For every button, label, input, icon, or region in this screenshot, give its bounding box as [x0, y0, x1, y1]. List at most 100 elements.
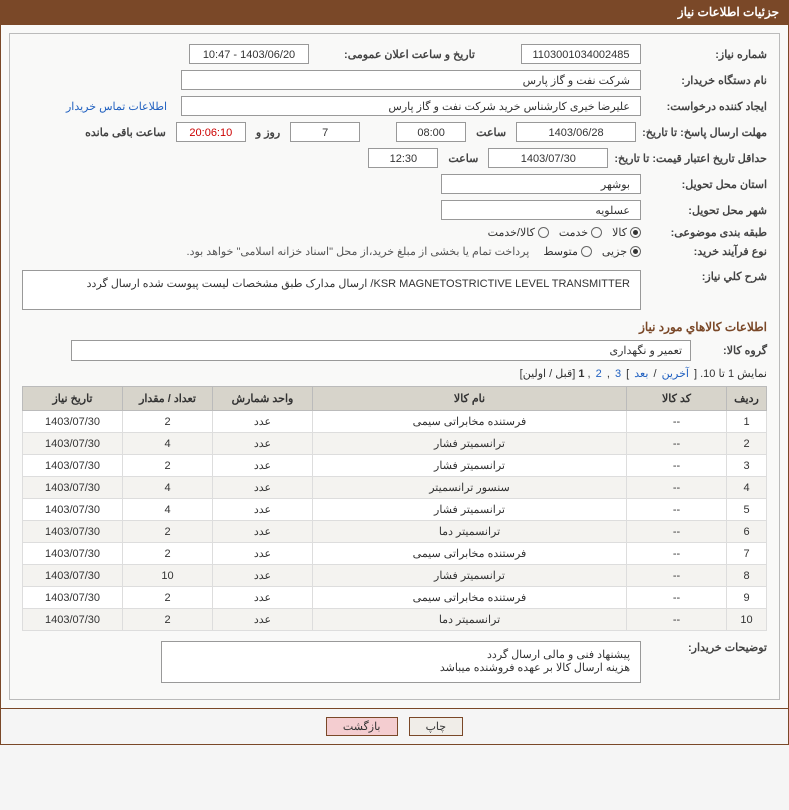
- table-row: 2--ترانسمیتر فشارعدد41403/07/30: [23, 433, 767, 455]
- radio-partial-label: جزیی: [602, 245, 627, 258]
- radio-goods[interactable]: کالا: [612, 226, 641, 239]
- price-validity-date: 1403/07/30: [488, 148, 608, 168]
- table-cell: --: [627, 477, 727, 499]
- time-label-2: ساعت: [448, 152, 478, 165]
- table-cell: 2: [123, 411, 213, 433]
- table-cell: 2: [123, 609, 213, 631]
- requester-label: ایجاد کننده درخواست:: [647, 100, 767, 113]
- page-header: جزئیات اطلاعات نیاز: [0, 0, 789, 24]
- table-cell: عدد: [213, 499, 313, 521]
- table-row: 8--ترانسمیتر فشارعدد101403/07/30: [23, 565, 767, 587]
- back-button[interactable]: بازگشت: [326, 717, 398, 736]
- table-cell: عدد: [213, 543, 313, 565]
- table-cell: فرستنده مخابراتی سیمی: [313, 543, 627, 565]
- price-validity-label: حداقل تاریخ اعتبار قیمت: تا تاریخ:: [614, 152, 767, 165]
- content-area: شماره نیاز: 1103001034002485 تاریخ و ساع…: [0, 24, 789, 709]
- pagination-first: اولین: [523, 368, 546, 380]
- radio-partial[interactable]: جزیی: [602, 245, 641, 258]
- notes-label: توضیحات خریدار:: [647, 641, 767, 654]
- table-cell: فرستنده مخابراتی سیمی: [313, 587, 627, 609]
- buyer-notes: پیشنهاد فنی و مالی ارسال گردد هزینه ارسا…: [161, 641, 641, 683]
- table-cell: --: [627, 609, 727, 631]
- table-header-row: ردیف کد کالا نام کالا واحد شمارش تعداد /…: [23, 387, 767, 411]
- table-cell: عدد: [213, 587, 313, 609]
- need-number-value: 1103001034002485: [521, 44, 641, 64]
- table-cell: ترانسمیتر فشار: [313, 499, 627, 521]
- goods-group-label: گروه کالا:: [697, 344, 767, 357]
- reply-deadline-label: مهلت ارسال پاسخ: تا تاریخ:: [642, 126, 767, 139]
- need-number-label: شماره نیاز:: [647, 48, 767, 61]
- table-cell: 7: [727, 543, 767, 565]
- treasury-note: پرداخت تمام یا بخشی از مبلغ خرید،از محل …: [187, 245, 530, 258]
- purchase-type-label: نوع فرآیند خرید:: [647, 245, 767, 258]
- goods-table: ردیف کد کالا نام کالا واحد شمارش تعداد /…: [22, 386, 767, 631]
- table-cell: --: [627, 433, 727, 455]
- pagination-page-2[interactable]: 2: [596, 368, 602, 380]
- table-cell: فرستنده مخابراتی سیمی: [313, 411, 627, 433]
- table-cell: 1403/07/30: [23, 411, 123, 433]
- radio-goods-service-label: کالا/خدمت: [488, 226, 535, 239]
- pagination-last-link[interactable]: آخرین: [662, 368, 689, 380]
- table-cell: 9: [727, 587, 767, 609]
- days-word: روز و: [256, 126, 280, 139]
- pagination-next-link[interactable]: بعد: [634, 368, 648, 380]
- table-cell: 10: [727, 609, 767, 631]
- radio-goods-label: کالا: [612, 226, 627, 239]
- radio-dot-icon: [538, 227, 549, 238]
- category-radio-group: کالا خدمت کالا/خدمت: [488, 226, 641, 239]
- table-cell: --: [627, 565, 727, 587]
- table-cell: 4: [123, 477, 213, 499]
- col-unit: واحد شمارش: [213, 387, 313, 411]
- table-cell: 10: [123, 565, 213, 587]
- table-cell: --: [627, 499, 727, 521]
- radio-medium-label: متوسط: [543, 245, 578, 258]
- table-cell: 2: [123, 587, 213, 609]
- table-cell: 1403/07/30: [23, 499, 123, 521]
- table-cell: 1403/07/30: [23, 433, 123, 455]
- table-cell: 1403/07/30: [23, 543, 123, 565]
- price-validity-time: 12:30: [368, 148, 438, 168]
- delivery-city-value: عسلویه: [441, 200, 641, 220]
- table-cell: عدد: [213, 411, 313, 433]
- page-title: جزئیات اطلاعات نیاز: [678, 5, 779, 19]
- hours-remain: 20:06:10: [176, 122, 246, 142]
- radio-medium[interactable]: متوسط: [543, 245, 592, 258]
- pagination-page-3[interactable]: 3: [615, 368, 621, 380]
- delivery-city-label: شهر محل تحویل:: [647, 204, 767, 217]
- table-cell: 1: [727, 411, 767, 433]
- table-cell: 4: [727, 477, 767, 499]
- table-row: 6--ترانسمیتر دماعدد21403/07/30: [23, 521, 767, 543]
- col-qty: تعداد / مقدار: [123, 387, 213, 411]
- radio-service[interactable]: خدمت: [559, 226, 602, 239]
- table-cell: ترانسمیتر فشار: [313, 565, 627, 587]
- col-code: کد کالا: [627, 387, 727, 411]
- remain-suffix: ساعت باقی مانده: [85, 126, 166, 139]
- table-cell: 3: [727, 455, 767, 477]
- table-cell: 1403/07/30: [23, 565, 123, 587]
- purchase-type-radio-group: جزیی متوسط: [543, 245, 641, 258]
- description-label: شرح کلي نیاز:: [647, 270, 767, 283]
- table-cell: 4: [123, 499, 213, 521]
- table-cell: --: [627, 411, 727, 433]
- table-cell: 1403/07/30: [23, 477, 123, 499]
- buyer-org-value: شرکت نفت و گاز پارس: [181, 70, 641, 90]
- table-cell: عدد: [213, 433, 313, 455]
- table-cell: 2: [123, 543, 213, 565]
- table-cell: 1403/07/30: [23, 521, 123, 543]
- table-cell: --: [627, 521, 727, 543]
- pagination-range: نمایش 1 تا 10.: [700, 368, 767, 380]
- radio-goods-service[interactable]: کالا/خدمت: [488, 226, 549, 239]
- table-cell: عدد: [213, 521, 313, 543]
- details-box: شماره نیاز: 1103001034002485 تاریخ و ساع…: [9, 33, 780, 700]
- table-cell: 8: [727, 565, 767, 587]
- table-cell: عدد: [213, 455, 313, 477]
- table-cell: --: [627, 587, 727, 609]
- table-cell: --: [627, 543, 727, 565]
- table-cell: سنسور ترانسمیتر: [313, 477, 627, 499]
- pagination-prev: قبل: [555, 368, 572, 380]
- goods-info-title: اطلاعات كالاهاي مورد نیاز: [22, 320, 767, 334]
- contact-buyer-link[interactable]: اطلاعات تماس خریدار: [66, 100, 167, 113]
- table-cell: --: [627, 455, 727, 477]
- print-button[interactable]: چاپ: [409, 717, 464, 736]
- action-buttons: چاپ بازگشت: [0, 709, 789, 745]
